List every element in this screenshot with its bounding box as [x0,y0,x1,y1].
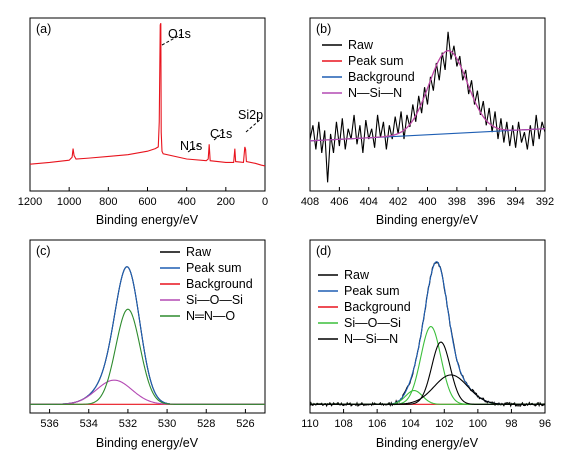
panel-b-xtick-label-4: 400 [418,196,436,208]
panel-a-annotation-leader-3 [245,117,263,133]
panel-c-ticks: 536 534 532 530 528 526 [40,409,255,430]
panel-d-legend-label-3: Si—O—Si [344,316,401,330]
panel-c-legend-label-1: Peak sum [186,261,242,275]
panel-d-xtick-label-2: 106 [368,418,386,430]
panel-b-xtick-label-8: 392 [536,196,554,208]
panel-b-xtick-label-3: 402 [389,196,407,208]
panel-a-series [30,23,265,167]
panel-d-series [310,261,545,408]
panel-c-legend-label-3: Si—O—Si [186,293,243,307]
panel-b-xtick-label-7: 394 [506,196,524,208]
panel-c-legend-label-4: N═N—O [186,309,235,323]
panel-a-annotation-0: O1s [168,27,191,41]
panel-d-xtick-label-6: 98 [505,418,517,430]
panel-d-legend-label-1: Peak sum [344,284,400,298]
panel-a-xtick-label-1: 1000 [57,196,81,208]
panel-d-label: (d) [316,244,331,258]
panel-a-annotations: O1s N1s C1s Si2p [161,27,263,153]
panel-b-series-0 [310,31,545,183]
panel-d-xtick-label-5: 100 [469,418,487,430]
panel-b-xtick-label-5: 398 [448,196,466,208]
panel-c-xtick-label-3: 530 [158,418,176,430]
panel-c-xtick-label-2: 532 [119,418,137,430]
panel-d-legend: Raw Peak sum Background Si—O—Si N—Si—N [318,268,411,346]
panel-a-xlabel: Binding energy/eV [96,213,199,227]
panel-d-frame [309,239,546,414]
panel-c-series [30,266,265,405]
panel-b-xlabel: Binding energy/eV [376,213,479,227]
panel-a-xtick-label-2: 800 [99,196,117,208]
panel-c-label: (c) [36,244,51,258]
panel-a-annotation-2: C1s [210,127,232,141]
panel-c-xtick-label-0: 536 [40,418,58,430]
panel-b-xtick-label-2: 404 [360,196,378,208]
panel-b-series-3 [310,50,545,142]
panel-a-ticks: 1200 1000 800 600 400 200 0 [18,187,268,208]
panel-d-series-5 [310,341,545,405]
panel-b-legend-label-1: Peak sum [348,54,404,68]
panel-c-xtick-label-4: 528 [197,418,215,430]
panel-a-series-0 [30,23,265,167]
panel-b-ticks: 408 406 404 402 400 398 396 394 392 [301,187,554,208]
panel-b-xtick-label-6: 396 [477,196,495,208]
panel-b-series-1 [310,50,545,142]
panel-d-xtick-label-1: 108 [334,418,352,430]
panel-d-xtick-label-0: 110 [301,418,319,430]
panel-c-xtick-label-5: 526 [236,418,254,430]
panel-d-legend-label-2: Background [344,300,411,314]
panel-d-xlabel: Binding energy/eV [376,436,479,450]
panel-a: (a) 1200 1000 800 600 400 200 0 O1sN1sC1sSi2p … [18,17,268,227]
panel-b-legend: Raw Peak sum Background N—Si—N [322,38,415,100]
panel-d-ticks: 110 108 106 104 102 100 98 96 [301,409,551,430]
panel-c-legend-label-2: Background [186,277,253,291]
panel-a-xtick-label-6: 0 [262,196,268,208]
panel-a-annotation-leader-2 [213,131,225,141]
panel-c-legend: Raw Peak sum Background Si—O—Si N═N—O [160,245,253,323]
panel-b-legend-label-2: Background [348,70,415,84]
panel-d-legend-label-0: Raw [344,268,370,282]
panel-d: (d) 110 108 106 104 102 100 98 96 Raw Peak sum Ba… [301,239,551,450]
panel-c-series-3 [30,379,265,405]
panel-a-label: (a) [36,22,51,36]
panel-a-xtick-label-4: 400 [177,196,195,208]
panel-c-legend-label-0: Raw [186,245,212,259]
panel-d-legend-label-4: N—Si—N [344,332,398,346]
panel-b-series [310,31,545,183]
panel-b-xtick-label-1: 406 [330,196,348,208]
panel-a-annotation-3: Si2p [238,108,263,122]
panel-a-xtick-label-3: 600 [138,196,156,208]
panel-b-legend-label-0: Raw [348,38,374,52]
panel-d-xtick-label-4: 102 [435,418,453,430]
panel-a-frame [29,17,266,192]
panel-d-xtick-label-3: 104 [402,418,420,430]
panel-d-series-6 [310,374,545,405]
panel-c-frame [29,239,266,414]
panel-b-xtick-label-0: 408 [301,196,319,208]
panel-c-xtick-label-1: 534 [80,418,98,430]
panel-a-annotation-leader-1 [187,143,201,153]
panel-c: (c) 536 534 532 530 528 526 Raw Peak sum Backgr… [29,239,266,450]
panel-c-xlabel: Binding energy/eV [96,436,199,450]
panel-b-legend-label-3: N—Si—N [348,86,402,100]
panel-c-series-4 [30,308,265,405]
panel-b-label: (b) [316,22,331,36]
panel-a-annotation-leader-0 [161,33,183,46]
panel-a-annotation-1: N1s [180,139,202,153]
panel-b: (b) 408 406 404 402 400 398 396 394 392 Raw Peak … [301,17,554,227]
panel-a-xtick-label-5: 200 [217,196,235,208]
panel-a-xtick-label-0: 1200 [18,196,42,208]
panel-d-xtick-label-7: 96 [539,418,551,430]
